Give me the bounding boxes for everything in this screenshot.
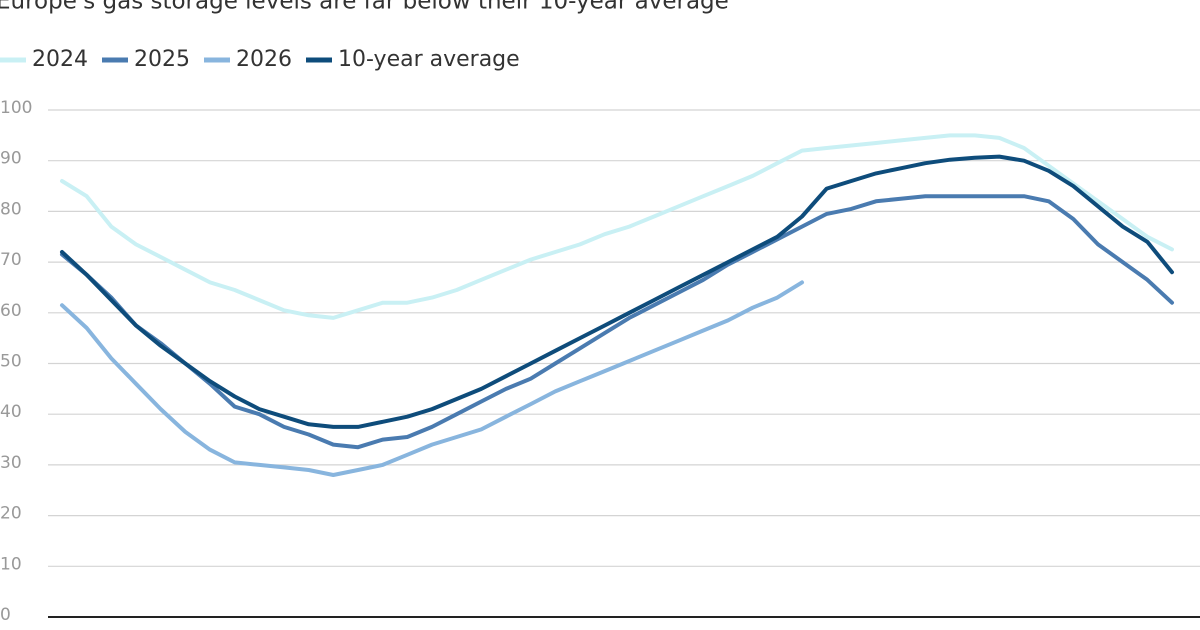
y-tick-label: 90 [0,149,22,169]
y-tick-label: 0 [0,605,11,625]
legend-label: 10-year average [338,47,520,72]
y-tick-label: 100 [0,98,32,118]
chart-title: Europe's gas storage levels are far belo… [0,0,729,15]
y-tick-label: 20 [0,504,22,524]
y-tick-label: 40 [0,402,22,422]
legend-label: 2024 [32,47,88,72]
legend: 2024 2025 2026 10-year average [0,47,520,72]
series-line [60,133,1174,320]
y-tick-label: 60 [0,301,22,321]
series-line [60,154,1174,429]
y-tick-label: 50 [0,352,22,372]
y-tick-label: 70 [0,250,22,270]
y-tick-label: 30 [0,453,22,473]
legend-label: 2026 [236,47,292,72]
y-tick-label: 80 [0,199,22,219]
legend-label: 2025 [134,47,190,72]
y-tick-label: 10 [0,554,22,574]
series-line [60,194,1174,450]
series-line [60,280,804,477]
